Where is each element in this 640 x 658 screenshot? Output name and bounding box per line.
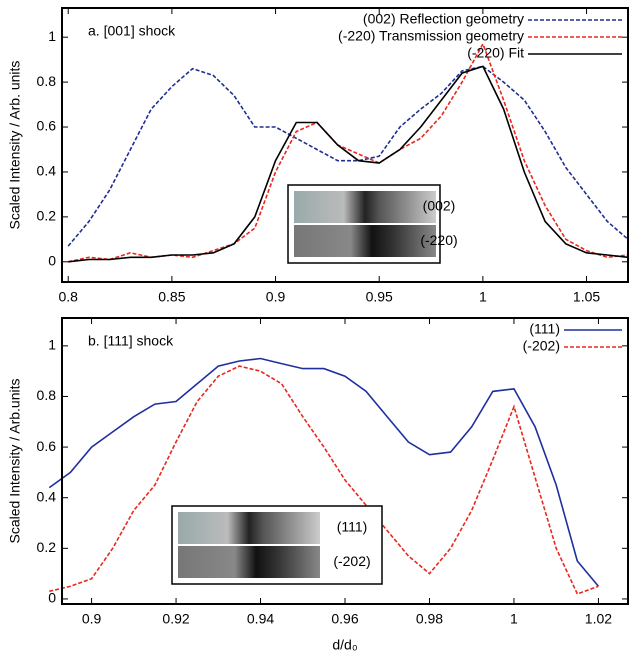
- x-tick-label: 1.05: [573, 289, 600, 305]
- x-tick-label: 0.95: [366, 289, 393, 305]
- plot-frame: [61, 317, 629, 605]
- y-tick-label: 1: [48, 337, 56, 353]
- inset-label: (002): [423, 198, 456, 214]
- x-axis-label: d/d₀: [332, 637, 357, 653]
- y-tick-label: 0.2: [37, 539, 57, 555]
- y-tick-label: 0.4: [37, 163, 57, 179]
- inset-image: [178, 512, 320, 544]
- x-tick-label: 0.96: [331, 611, 358, 627]
- annotation: b. [111] shock: [88, 333, 174, 349]
- data-line: [68, 41, 629, 263]
- legend-label: (002) Reflection geometry: [363, 11, 524, 27]
- x-tick-label: 1: [479, 289, 487, 305]
- y-axis-label: Scaled Intensity / Arb. units: [7, 61, 23, 230]
- x-tick-label: 0.94: [247, 611, 274, 627]
- x-tick-label: 0.8: [58, 289, 78, 305]
- data-line: [48, 357, 600, 587]
- legend-label: (-202): [523, 338, 560, 354]
- plot-frame: [61, 7, 629, 283]
- data-line: [67, 65, 629, 247]
- y-tick-label: 0.2: [37, 208, 57, 224]
- x-tick-label: 1: [510, 611, 518, 627]
- x-tick-label: 0.92: [162, 611, 189, 627]
- legend-label: (-220) Fit: [467, 45, 524, 61]
- inset-label: (-220): [420, 232, 457, 248]
- x-tick-label: 0.98: [416, 611, 443, 627]
- inset-label: (111): [337, 519, 368, 535]
- x-tick-label: 0.9: [266, 289, 286, 305]
- inset-image: [178, 546, 320, 578]
- annotation: a. [001] shock: [88, 23, 176, 39]
- legend-label: (111): [529, 321, 560, 337]
- x-tick-label: 1.02: [585, 611, 612, 627]
- legend-label: (-220) Transmission geometry: [338, 28, 524, 44]
- y-tick-label: 0.6: [37, 118, 57, 134]
- data-line: [49, 365, 599, 595]
- data-line: [68, 65, 629, 263]
- y-tick-label: 0: [48, 590, 56, 606]
- y-tick-label: 0.6: [37, 438, 57, 454]
- y-axis-label: Scaled Intensity / Arb.units: [7, 379, 23, 544]
- x-tick-label: 0.9: [82, 611, 102, 627]
- x-tick-label: 0.85: [158, 289, 185, 305]
- y-tick-label: 1: [48, 28, 56, 44]
- y-tick-label: 0.8: [37, 73, 57, 89]
- inset-image: [294, 225, 436, 257]
- y-tick-label: 0.8: [37, 387, 57, 403]
- y-tick-label: 0: [48, 252, 56, 268]
- y-tick-label: 0.4: [37, 488, 57, 504]
- inset-label: (-202): [333, 553, 370, 569]
- inset-image: [294, 191, 436, 223]
